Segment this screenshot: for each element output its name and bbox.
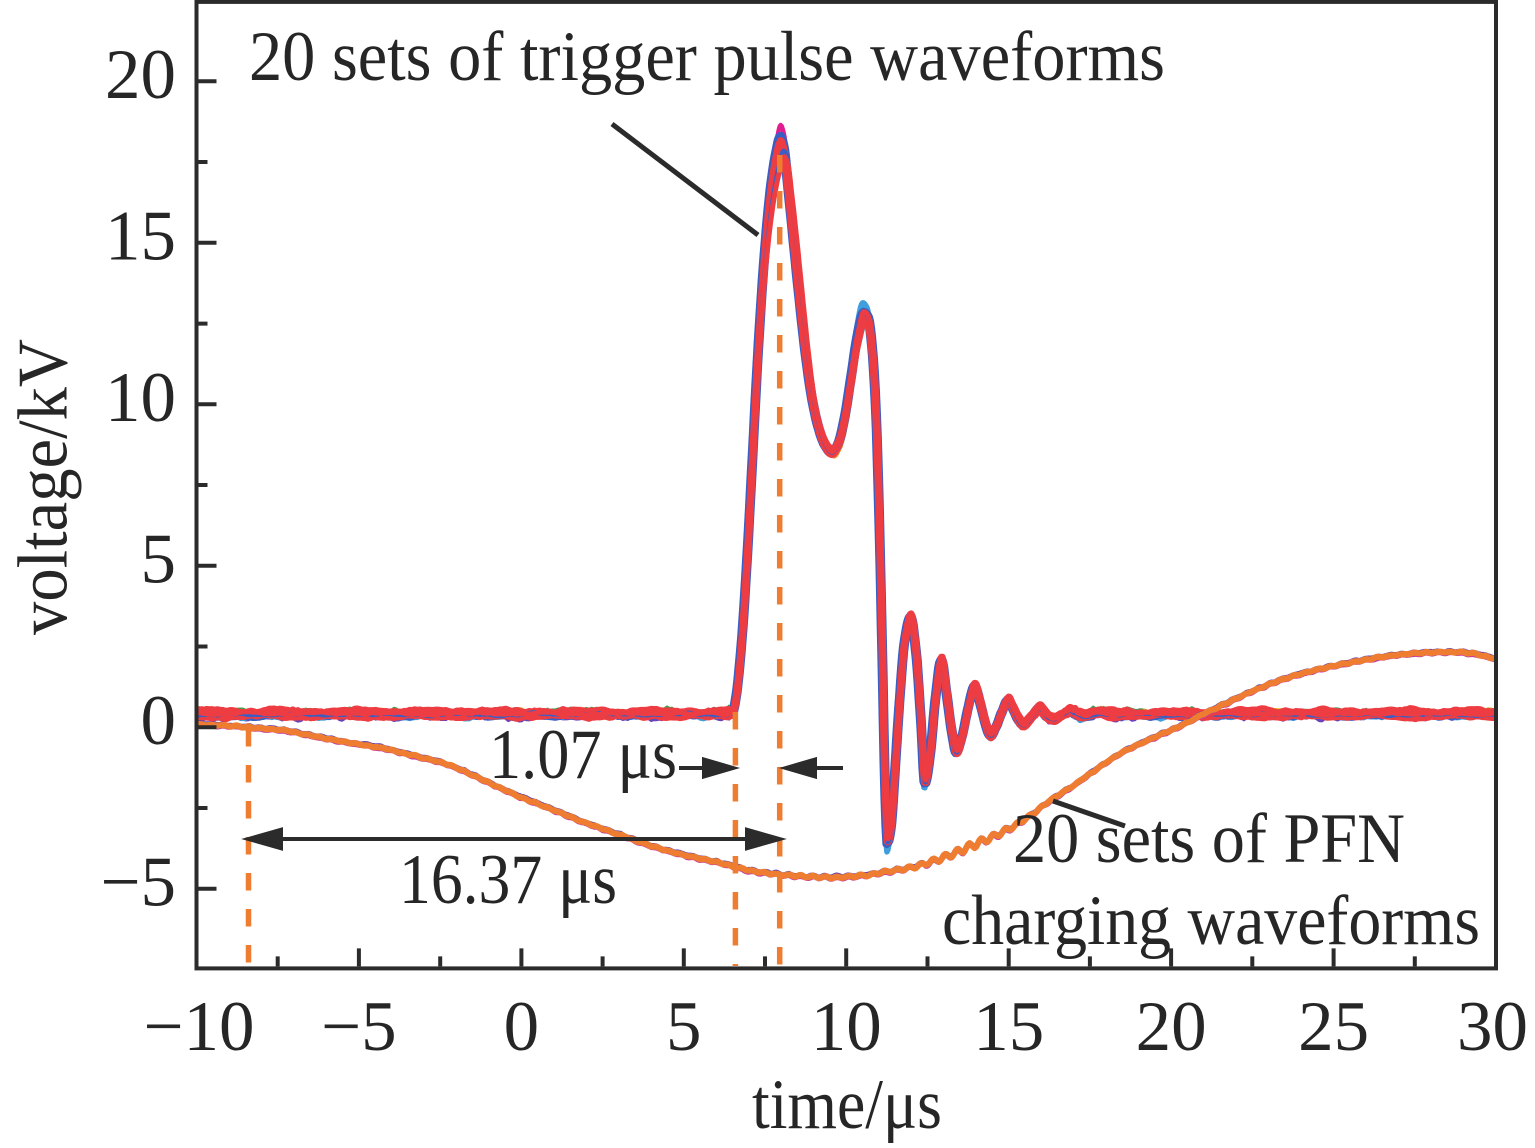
svg-text:30: 30 [1457, 988, 1528, 1066]
svg-text:25: 25 [1298, 988, 1369, 1066]
svg-text:0: 0 [141, 682, 177, 760]
svg-text:20 sets of trigger pulse wavef: 20 sets of trigger pulse waveforms [249, 18, 1165, 96]
svg-text:−10: −10 [143, 988, 254, 1066]
svg-text:15: 15 [973, 988, 1044, 1066]
svg-text:20 sets of PFN: 20 sets of PFN [1013, 800, 1405, 878]
svg-text:16.37 μs: 16.37 μs [399, 841, 617, 919]
svg-text:5: 5 [141, 520, 177, 598]
svg-text:voltage/kV: voltage/kV [4, 339, 82, 635]
svg-text:charging waveforms: charging waveforms [942, 882, 1480, 960]
svg-text:time/μs: time/μs [752, 1066, 942, 1144]
svg-text:5: 5 [666, 988, 702, 1066]
svg-text:20: 20 [105, 36, 176, 114]
svg-text:1.07 μs: 1.07 μs [489, 716, 677, 794]
svg-text:0: 0 [504, 988, 540, 1066]
svg-text:10: 10 [811, 988, 882, 1066]
svg-text:15: 15 [105, 197, 176, 275]
svg-text:20: 20 [1136, 988, 1207, 1066]
svg-text:−5: −5 [321, 988, 397, 1066]
svg-text:10: 10 [105, 359, 176, 437]
svg-text:−5: −5 [100, 843, 176, 921]
